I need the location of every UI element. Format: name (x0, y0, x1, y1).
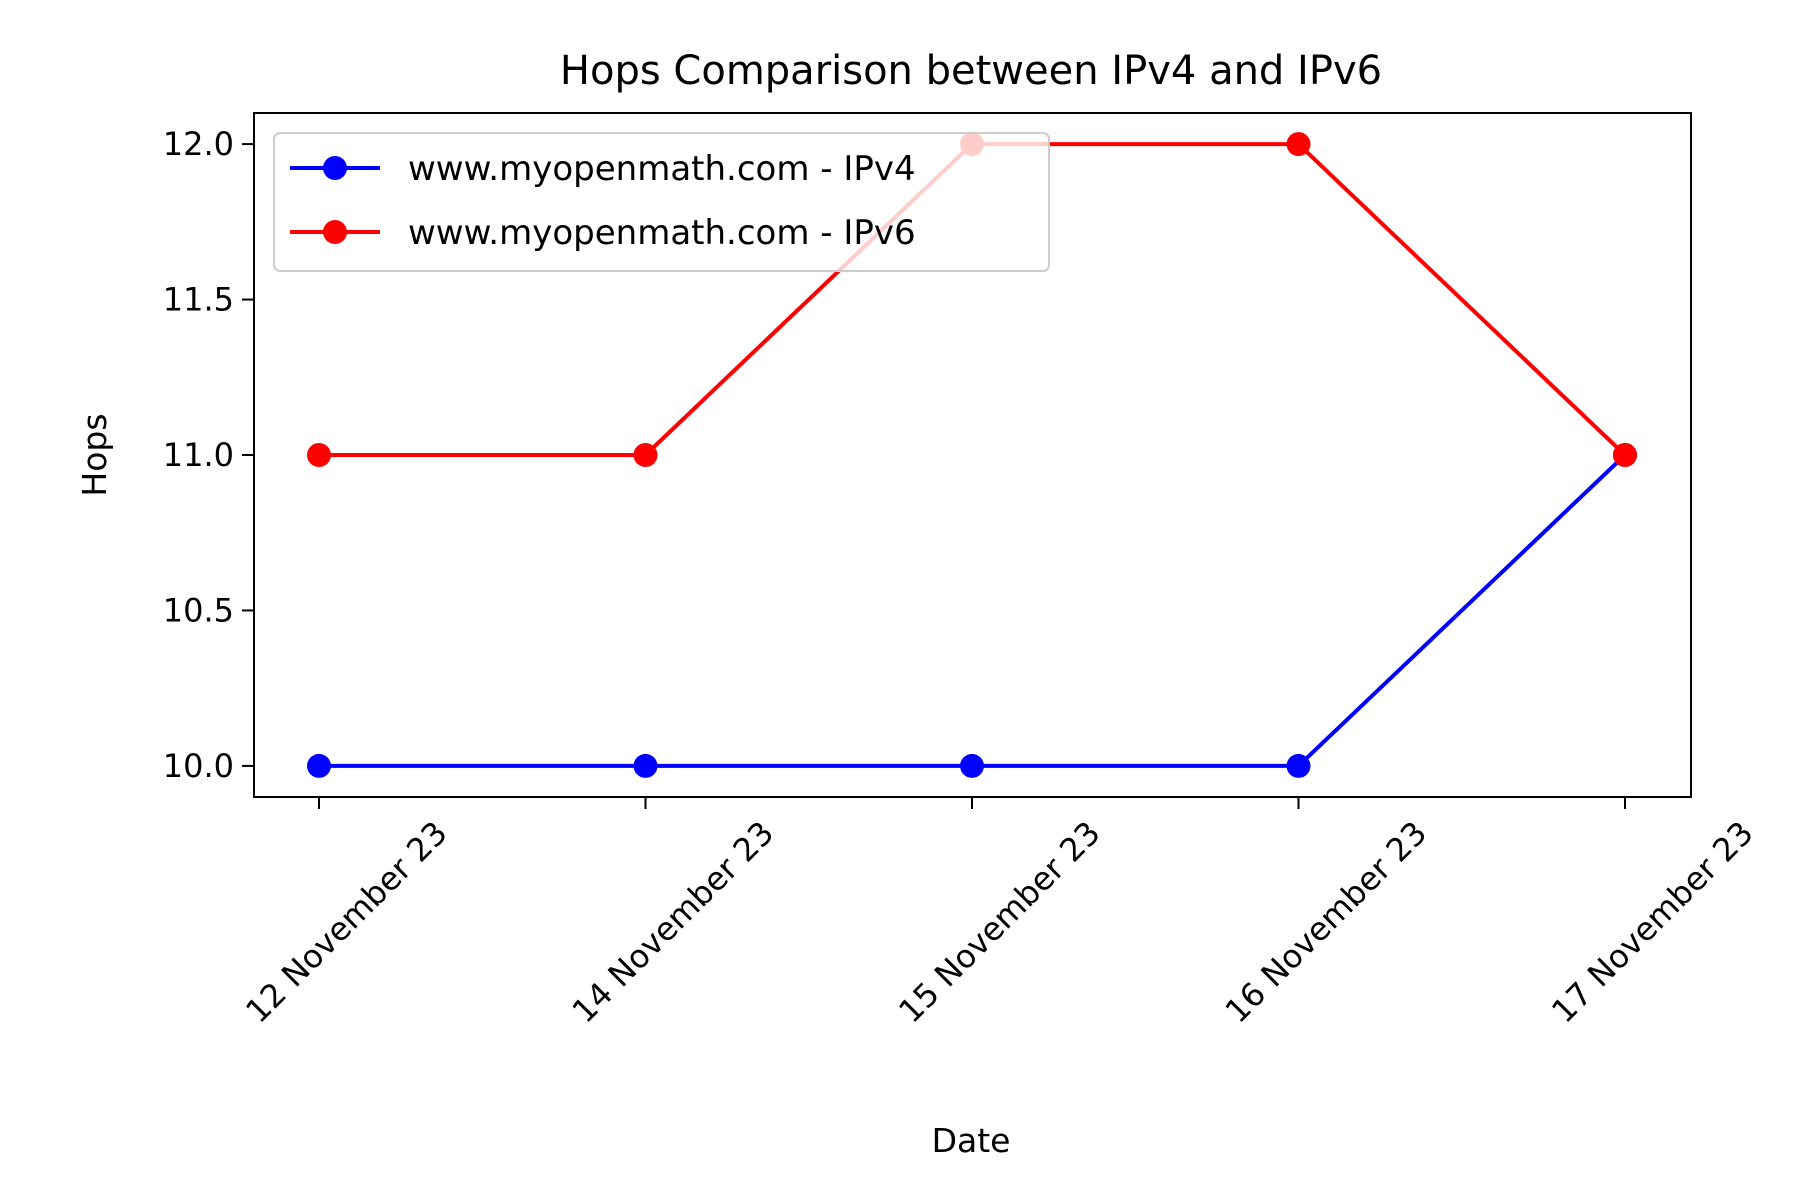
data-point (633, 753, 658, 778)
legend-entry: www.myopenmath.com - IPv4 (290, 149, 916, 189)
legend-swatch-marker (323, 220, 347, 244)
y-tick-label: 11.5 (163, 281, 234, 319)
y-axis-label: Hops (75, 413, 114, 496)
legend-entry: www.myopenmath.com - IPv6 (290, 213, 916, 253)
x-axis-label: Date (932, 1121, 1011, 1160)
legend-label: www.myopenmath.com - IPv6 (408, 213, 916, 253)
data-point (633, 443, 658, 467)
legend: www.myopenmath.com - IPv4 www.myopenmath.… (273, 132, 1050, 272)
data-point (960, 753, 984, 778)
data-point (1286, 753, 1311, 778)
legend-label: www.myopenmath.com - IPv4 (408, 149, 916, 189)
data-point (307, 753, 331, 778)
y-tick-label: 10.5 (163, 591, 234, 629)
data-point (1286, 132, 1311, 157)
data-point (1613, 443, 1637, 467)
legend-swatch-marker (323, 156, 347, 180)
legend-entries: www.myopenmath.com - IPv4 www.myopenmath.… (290, 149, 916, 253)
y-tick-label: 12.0 (163, 125, 234, 163)
legend-box (273, 132, 1050, 272)
data-point (307, 443, 331, 467)
y-tick-label: 10.0 (163, 747, 234, 785)
y-axis: 10.0 10.5 11.0 11.5 12.0 (163, 125, 254, 785)
chart-title: Hops Comparison between IPv4 and IPv6 (560, 48, 1382, 94)
y-tick-label: 11.0 (163, 436, 234, 474)
